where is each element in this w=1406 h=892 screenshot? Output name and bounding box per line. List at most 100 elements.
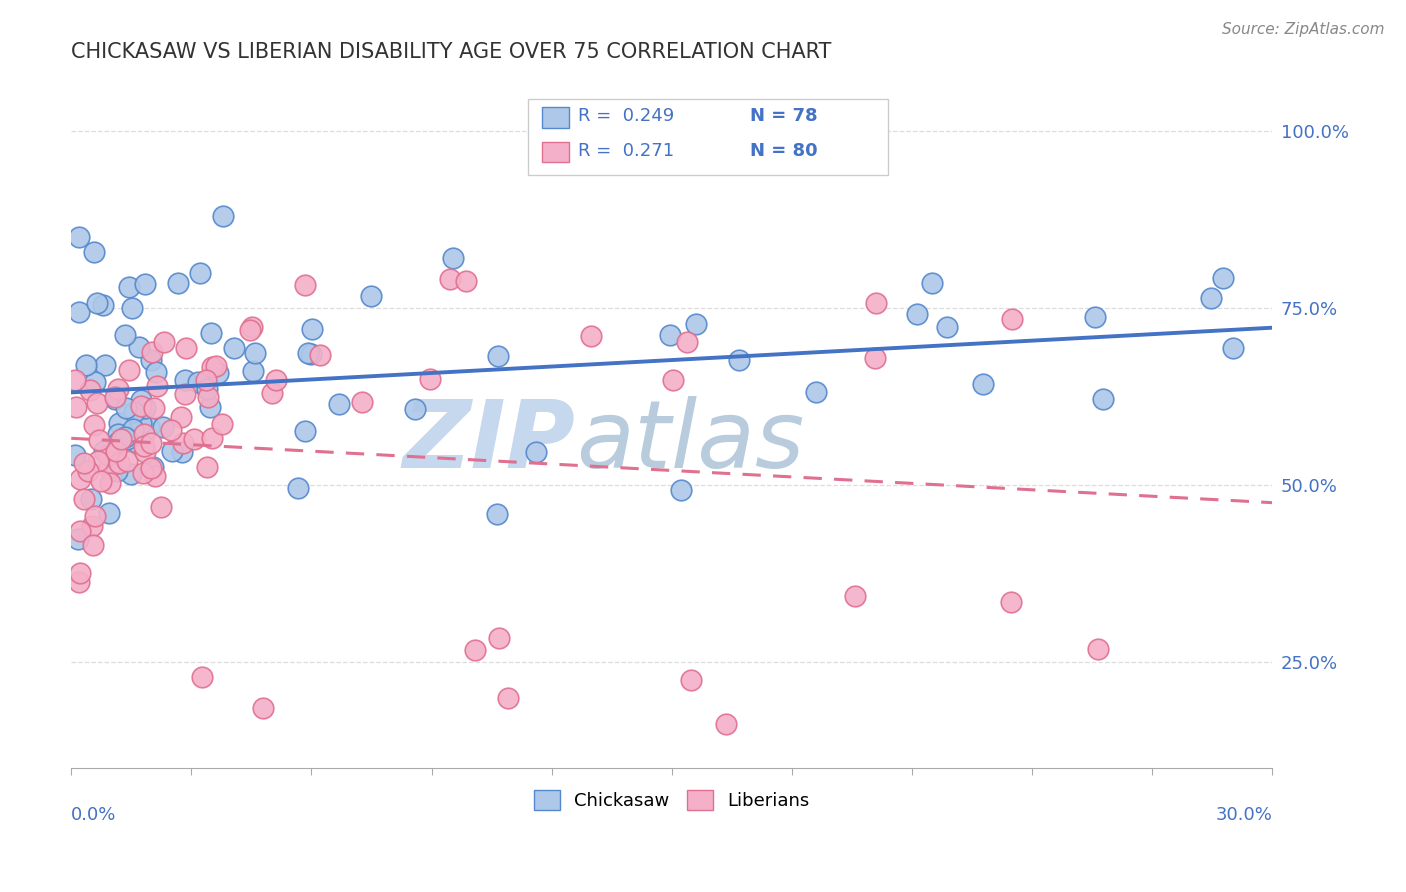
- Point: [104, 392, 127, 406]
- Point: [152, 420, 174, 434]
- Point: [301, 322, 323, 336]
- Point: [82, 519, 104, 533]
- Point: [107, 382, 129, 396]
- Text: N = 78: N = 78: [749, 107, 817, 125]
- Point: [404, 402, 426, 417]
- Point: [132, 426, 155, 441]
- Point: [65, 449, 87, 463]
- Point: [183, 433, 205, 447]
- Point: [972, 376, 994, 391]
- Text: 0.0%: 0.0%: [72, 805, 117, 824]
- Point: [243, 345, 266, 359]
- Point: [86, 396, 108, 410]
- Text: N = 80: N = 80: [749, 142, 817, 160]
- Text: R =  0.249: R = 0.249: [578, 107, 675, 125]
- Point: [240, 320, 263, 334]
- Point: [139, 461, 162, 475]
- Point: [669, 483, 692, 497]
- Point: [84, 508, 107, 523]
- Point: [662, 373, 685, 387]
- Point: [486, 508, 509, 522]
- Point: [204, 359, 226, 374]
- Point: [67, 575, 90, 590]
- Point: [145, 365, 167, 379]
- Point: [211, 209, 233, 223]
- FancyBboxPatch shape: [527, 99, 889, 175]
- Point: [242, 364, 264, 378]
- Point: [681, 673, 703, 688]
- Point: [172, 436, 194, 450]
- Point: [299, 347, 322, 361]
- Point: [128, 340, 150, 354]
- Point: [132, 467, 155, 481]
- Bar: [543, 107, 568, 128]
- Point: [167, 276, 190, 290]
- Point: [865, 295, 887, 310]
- Point: [87, 434, 110, 448]
- Point: [328, 397, 350, 411]
- Point: [139, 436, 162, 450]
- Point: [124, 405, 146, 419]
- Point: [121, 301, 143, 315]
- Point: [439, 272, 461, 286]
- Point: [716, 717, 738, 731]
- Point: [79, 384, 101, 398]
- Point: [486, 349, 509, 363]
- Point: [264, 372, 287, 386]
- Point: [174, 341, 197, 355]
- Point: [1091, 392, 1114, 406]
- Point: [110, 432, 132, 446]
- Point: [464, 643, 486, 657]
- Point: [350, 394, 373, 409]
- Point: [1087, 641, 1109, 656]
- Text: Source: ZipAtlas.com: Source: ZipAtlas.com: [1222, 22, 1385, 37]
- Point: [294, 277, 316, 292]
- Point: [728, 353, 751, 368]
- Point: [69, 566, 91, 580]
- Point: [526, 445, 548, 459]
- Bar: [543, 142, 568, 162]
- Point: [107, 427, 129, 442]
- Point: [114, 430, 136, 444]
- Point: [138, 420, 160, 434]
- Point: [1001, 311, 1024, 326]
- Point: [83, 245, 105, 260]
- Point: [67, 532, 90, 546]
- Point: [91, 298, 114, 312]
- Point: [67, 230, 90, 244]
- Point: [935, 320, 957, 334]
- Point: [360, 289, 382, 303]
- Point: [65, 400, 87, 414]
- Point: [188, 265, 211, 279]
- Point: [83, 418, 105, 433]
- Point: [160, 423, 183, 437]
- Point: [195, 373, 218, 387]
- Point: [844, 589, 866, 603]
- Point: [659, 327, 682, 342]
- Point: [139, 352, 162, 367]
- Point: [82, 538, 104, 552]
- Point: [170, 445, 193, 459]
- Point: [73, 492, 96, 507]
- Point: [80, 492, 103, 507]
- Point: [200, 326, 222, 341]
- Point: [211, 417, 233, 432]
- Point: [98, 506, 121, 520]
- Legend: Chickasaw, Liberians: Chickasaw, Liberians: [527, 782, 817, 818]
- Point: [297, 346, 319, 360]
- Point: [309, 347, 332, 361]
- Point: [146, 379, 169, 393]
- Point: [129, 399, 152, 413]
- Point: [90, 475, 112, 489]
- Point: [108, 417, 131, 431]
- Point: [134, 277, 156, 291]
- Point: [287, 482, 309, 496]
- Point: [121, 467, 143, 481]
- Point: [224, 341, 246, 355]
- Point: [104, 390, 127, 404]
- Point: [201, 360, 224, 375]
- Point: [132, 439, 155, 453]
- Point: [107, 435, 129, 450]
- Point: [142, 459, 165, 474]
- Point: [105, 464, 128, 478]
